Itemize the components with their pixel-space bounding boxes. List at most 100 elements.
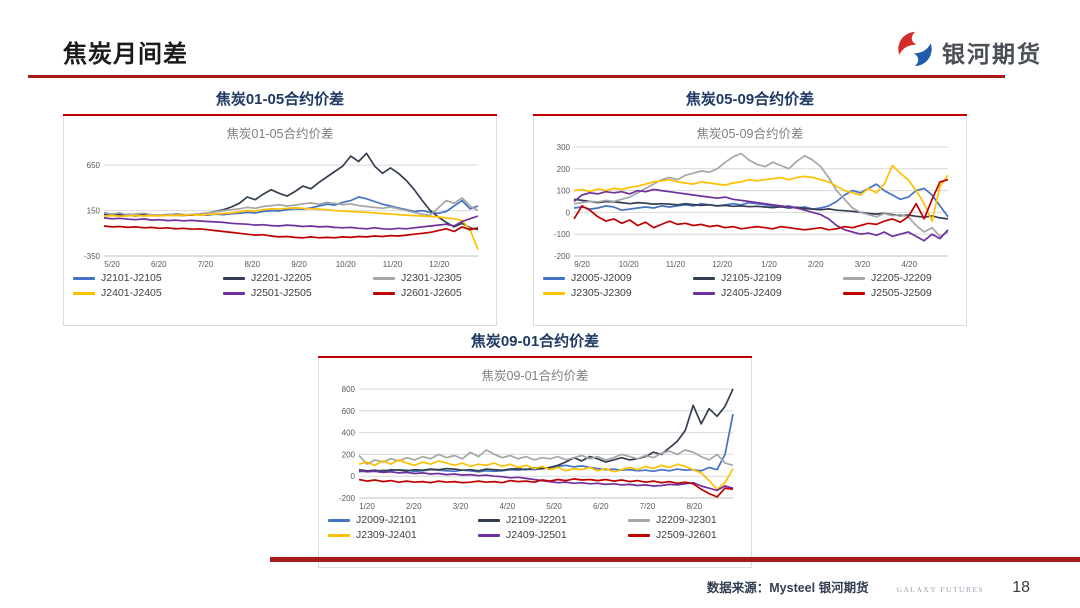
- legend-item-J2009-J2101: J2009-J2101: [310, 514, 460, 526]
- svg-text:11/20: 11/20: [666, 260, 686, 269]
- svg-text:-350: -350: [84, 252, 101, 261]
- chart-canvas-05-09: 300 200 100 0 -100 -200 9/20 10/20 11/20 12/20 1/2…: [534, 142, 966, 270]
- svg-text:12/20: 12/20: [429, 260, 450, 269]
- chart-frame: 焦炭05-09合约价差 300 200 100 0 -100 -200 9/20 10/20 1…: [533, 116, 967, 326]
- series-J2005-J2009: [573, 183, 949, 218]
- legend-swatch: [223, 276, 245, 280]
- section-title: 焦炭05-09合约价差: [533, 88, 967, 116]
- legend-item-J2201-J2205: J2201-J2205: [205, 272, 355, 284]
- svg-text:200: 200: [342, 450, 356, 459]
- data-source-text: 数据来源：Mysteel 银河期货: [706, 581, 869, 595]
- legend-item-J2509-J2601: J2509-J2601: [610, 529, 760, 541]
- svg-text:3/20: 3/20: [453, 502, 469, 511]
- legend-label: J2105-J2109: [721, 272, 782, 284]
- series-J2209-J2301: [358, 449, 734, 467]
- svg-text:1/20: 1/20: [761, 260, 777, 269]
- legend-label: J2305-J2309: [571, 287, 632, 299]
- legend-swatch: [843, 276, 865, 280]
- series-J2009-J2101: [358, 413, 734, 473]
- legend-swatch: [478, 533, 500, 537]
- svg-text:-100: -100: [554, 230, 571, 239]
- svg-text:5/20: 5/20: [546, 502, 562, 511]
- galaxy-logo-icon: [896, 30, 934, 73]
- title-underline: [28, 75, 1005, 78]
- legend-item-J2301-J2305: J2301-J2305: [355, 272, 505, 284]
- chart-legend: J2101-J2105 J2201-J2205 J2301-J2305 J2401-J…: [64, 272, 496, 299]
- legend-label: J2501-J2505: [251, 287, 312, 299]
- series-J2405-J2409: [573, 188, 949, 242]
- legend-swatch: [328, 533, 350, 537]
- legend-label: J2601-J2605: [401, 287, 462, 299]
- section-title: 焦炭09-01合约价差: [318, 330, 752, 358]
- section-title: 焦炭01-05合约价差: [63, 88, 497, 116]
- svg-text:2/20: 2/20: [406, 502, 422, 511]
- legend-item-J2505-J2509: J2505-J2509: [825, 287, 975, 299]
- svg-text:2/20: 2/20: [808, 260, 824, 269]
- svg-text:1/20: 1/20: [359, 502, 375, 511]
- series-J2305-J2309: [573, 164, 949, 222]
- svg-text:11/20: 11/20: [383, 260, 403, 269]
- chart-frame: 焦炭09-01合约价差 800 600 400 200 0 -200 1/20 2/20 3/2…: [318, 358, 752, 568]
- legend-swatch: [843, 291, 865, 295]
- legend-label: J2505-J2509: [871, 287, 932, 299]
- svg-text:10/20: 10/20: [336, 260, 357, 269]
- legend-swatch: [373, 276, 395, 280]
- legend-label: J2209-J2301: [656, 514, 717, 526]
- legend-item-J2101-J2105: J2101-J2105: [55, 272, 205, 284]
- legend-item-J2601-J2605: J2601-J2605: [355, 287, 505, 299]
- legend-item-J2501-J2505: J2501-J2505: [205, 287, 355, 299]
- legend-swatch: [693, 276, 715, 280]
- series-J2601-J2605: [103, 225, 479, 239]
- chart-canvas-09-01: 800 600 400 200 0 -200 1/20 2/20 3/20 4/20 5/20 6/2…: [319, 384, 751, 512]
- legend-label: J2101-J2105: [101, 272, 162, 284]
- svg-text:650: 650: [87, 161, 101, 170]
- legend-swatch: [223, 291, 245, 295]
- legend-label: J2205-J2209: [871, 272, 932, 284]
- svg-text:100: 100: [557, 187, 571, 196]
- chart-plot: 300 200 100 0 -100 -2009/20 10/20 11/20 12/20 1/2…: [554, 143, 949, 269]
- legend-swatch: [628, 533, 650, 537]
- svg-text:7/20: 7/20: [198, 260, 214, 269]
- svg-text:3/20: 3/20: [855, 260, 871, 269]
- legend-label: J2409-J2501: [506, 529, 567, 541]
- legend-label: J2509-J2601: [656, 529, 717, 541]
- svg-text:200: 200: [557, 165, 571, 174]
- legend-item-J2305-J2309: J2305-J2309: [525, 287, 675, 299]
- legend-label: J2009-J2101: [356, 514, 417, 526]
- page-title: 焦炭月间差: [63, 41, 188, 68]
- legend-swatch: [543, 291, 565, 295]
- legend-item-J2401-J2405: J2401-J2405: [55, 287, 205, 299]
- svg-text:7/20: 7/20: [640, 502, 656, 511]
- legend-item-J2209-J2301: J2209-J2301: [610, 514, 760, 526]
- chart-box-05-09: 焦炭05-09合约价差 焦炭05-09合约价差 300 200 100 0 -100 -2…: [533, 88, 967, 326]
- series-J2301-J2305: [103, 197, 479, 216]
- svg-text:4/20: 4/20: [901, 260, 917, 269]
- legend-label: J2405-J2409: [721, 287, 782, 299]
- galaxy-futures-logo: 银河期货: [896, 30, 1042, 73]
- svg-text:800: 800: [342, 385, 356, 394]
- svg-text:6/20: 6/20: [151, 260, 167, 269]
- legend-swatch: [73, 276, 95, 280]
- svg-text:0: 0: [351, 472, 356, 481]
- svg-text:300: 300: [557, 143, 571, 152]
- chart-title: 焦炭01-05合约价差: [226, 127, 334, 141]
- legend-swatch: [73, 291, 95, 295]
- logo-text: 银河期货: [942, 40, 1042, 67]
- legend-swatch: [543, 276, 565, 280]
- chart-box-01-05: 焦炭01-05合约价差 焦炭01-05合约价差 650 150 -350 5/20 6/…: [63, 88, 497, 326]
- legend-swatch: [628, 518, 650, 522]
- chart-legend: J2009-J2101 J2109-J2201 J2209-J2301 J2309-J…: [319, 514, 751, 541]
- svg-text:600: 600: [342, 407, 356, 416]
- legend-item-J2105-J2109: J2105-J2109: [675, 272, 825, 284]
- legend-swatch: [693, 291, 715, 295]
- chart-legend: J2005-J2009 J2105-J2109 J2205-J2209 J2305-J…: [534, 272, 966, 299]
- legend-item-J2109-J2201: J2109-J2201: [460, 514, 610, 526]
- svg-text:10/20: 10/20: [619, 260, 640, 269]
- chart-box-09-01: 焦炭09-01合约价差 焦炭09-01合约价差 800 600 400 200 0 -20…: [318, 330, 752, 568]
- chart-canvas-01-05: 650 150 -350 5/20 6/20 7/20 8/20 9/20 10/20 11/20…: [64, 142, 496, 270]
- legend-item-J2409-J2501: J2409-J2501: [460, 529, 610, 541]
- svg-text:9/20: 9/20: [291, 260, 307, 269]
